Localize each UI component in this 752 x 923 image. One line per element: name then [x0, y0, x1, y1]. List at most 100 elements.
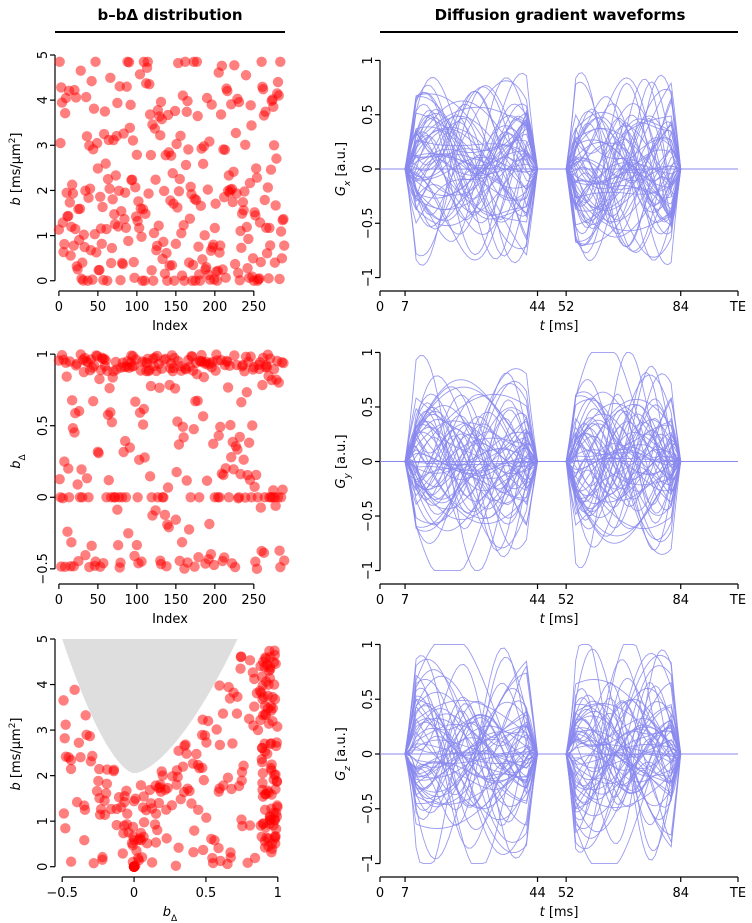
- bdelta-vs-index-xtick-label: 0: [55, 593, 63, 608]
- gx-waveforms-waveform-line: [404, 109, 538, 175]
- gz-waveforms-waveform-line: [404, 722, 538, 812]
- b-vs-bdelta-forbidden-region: [62, 639, 238, 774]
- b-vs-index-point: [124, 122, 136, 134]
- bdelta-vs-index-point: [169, 383, 181, 394]
- b-vs-index-ytick-label: 5: [36, 51, 51, 59]
- b-vs-index-point: [272, 76, 284, 88]
- b-vs-index-point: [142, 56, 153, 67]
- bdelta-vs-index-point: [214, 492, 225, 503]
- b-vs-bdelta-point: [184, 785, 195, 797]
- b-vs-index-point: [181, 106, 192, 118]
- bdelta-vs-index-point: [136, 556, 147, 567]
- b-vs-bdelta-point: [257, 777, 268, 789]
- b-vs-index-point: [127, 135, 139, 146]
- b-vs-index-point: [220, 272, 231, 283]
- b-vs-index-point: [74, 203, 86, 215]
- b-vs-index-point: [59, 108, 71, 119]
- gy-waveforms-waveform-line: [565, 444, 682, 474]
- bdelta-vs-index-point: [171, 466, 182, 478]
- b-vs-bdelta-point: [196, 729, 208, 741]
- bdelta-vs-index-xtick-label: 100: [124, 593, 149, 608]
- b-vs-bdelta-point: [270, 658, 281, 669]
- b-vs-bdelta-point: [65, 856, 77, 867]
- b-vs-index-point: [193, 241, 204, 252]
- gx-waveforms-xtick-label: TE: [729, 300, 746, 315]
- b-vs-bdelta-point: [257, 768, 269, 779]
- gy-waveforms-waveform-line: [404, 437, 538, 497]
- b-vs-index-point: [59, 238, 70, 250]
- gz-waveforms-waveform-line: [404, 710, 538, 826]
- bdelta-vs-index-point: [268, 364, 280, 375]
- b-vs-index-point: [173, 186, 185, 197]
- gx-waveforms-waveform-line: [404, 103, 538, 179]
- b-vs-index-point: [250, 163, 262, 174]
- b-vs-index-point: [241, 221, 252, 233]
- b-vs-bdelta-point: [59, 733, 70, 744]
- gx-waveforms-xtick-label: 84: [672, 300, 689, 315]
- bdelta-vs-index-point: [220, 463, 231, 474]
- gx-waveforms-waveform-line: [565, 127, 682, 221]
- gx-waveforms-waveform-line: [404, 157, 538, 180]
- gy-waveforms-waveform-line: [404, 424, 538, 492]
- b-vs-index-xtick-label: 250: [241, 300, 266, 315]
- b-vs-bdelta-point: [249, 852, 261, 864]
- b-vs-bdelta-point: [69, 684, 80, 696]
- b-vs-index-point: [204, 136, 215, 147]
- b-vs-bdelta-point: [256, 753, 267, 765]
- bdelta-vs-index-ytick-label: −0.5: [36, 553, 51, 585]
- b-vs-bdelta-point: [217, 708, 229, 719]
- gy-waveforms-waveform-line: [404, 420, 538, 510]
- b-vs-bdelta-point: [122, 808, 133, 819]
- gx-waveforms-waveform-line: [404, 118, 538, 228]
- gz-waveforms-waveform-line: [565, 701, 682, 808]
- bdelta-vs-index-point: [132, 492, 143, 503]
- b-vs-index-point: [116, 205, 127, 217]
- gz-waveforms-waveform-line: [404, 698, 538, 854]
- gx-waveforms-waveform-line: [565, 168, 682, 198]
- bdelta-vs-index-point: [194, 492, 205, 503]
- gz-waveforms-ytick-label: 1: [361, 640, 376, 648]
- b-vs-bdelta-point: [249, 701, 260, 712]
- b-vs-index-point: [167, 168, 178, 179]
- gx-waveforms-waveform-line: [565, 140, 682, 266]
- bdelta-vs-index-point: [162, 482, 174, 493]
- b-vs-index-point: [140, 208, 151, 220]
- gy-waveforms-xtick-label: 52: [558, 593, 575, 608]
- b-vs-bdelta-point: [256, 671, 268, 682]
- b-vs-index-point: [180, 159, 192, 171]
- gx-waveforms-waveform-line: [565, 142, 682, 211]
- b-vs-index-point: [106, 242, 118, 254]
- gy-waveforms-waveform-line: [404, 452, 538, 519]
- b-vs-index-point: [209, 222, 221, 234]
- gx-waveforms-waveform-line: [566, 147, 682, 223]
- gy-waveforms-waveform-line: [565, 417, 682, 530]
- b-vs-index-point: [230, 127, 242, 139]
- b-vs-bdelta-point: [173, 745, 184, 757]
- b-vs-index-point: [97, 201, 108, 213]
- b-vs-bdelta-ytick-label: 5: [36, 635, 51, 643]
- gy-waveforms-waveform-line: [404, 368, 538, 532]
- b-vs-index-point: [64, 197, 76, 208]
- b-vs-bdelta-point: [60, 751, 72, 762]
- gz-waveforms-waveform-line: [404, 664, 538, 864]
- b-vs-index-point: [199, 230, 210, 241]
- b-vs-bdelta-point: [223, 681, 234, 693]
- bdelta-vs-index-point: [158, 492, 169, 503]
- gz-waveforms-waveform-line: [565, 725, 682, 810]
- bdelta-vs-index-point: [62, 526, 73, 537]
- b-vs-index-point: [91, 137, 103, 149]
- b-vs-index-point: [144, 78, 155, 90]
- b-vs-index-point: [120, 222, 132, 233]
- bdelta-vs-index-point: [257, 379, 268, 391]
- b-vs-bdelta-point: [259, 661, 270, 673]
- b-vs-index-ytick-label: 4: [36, 96, 51, 104]
- bdelta-vs-index-point: [229, 561, 241, 573]
- b-vs-index-point: [110, 170, 122, 181]
- b-vs-bdelta-point: [256, 742, 268, 754]
- b-vs-index-point: [115, 275, 126, 286]
- gz-waveforms-xtick-label: 52: [558, 886, 575, 901]
- bdelta-vs-index-point: [238, 454, 249, 465]
- gy-waveforms-ytick-label: 0: [361, 457, 376, 465]
- gz-waveforms-waveform-line: [565, 654, 682, 810]
- b-vs-index-point: [219, 144, 231, 155]
